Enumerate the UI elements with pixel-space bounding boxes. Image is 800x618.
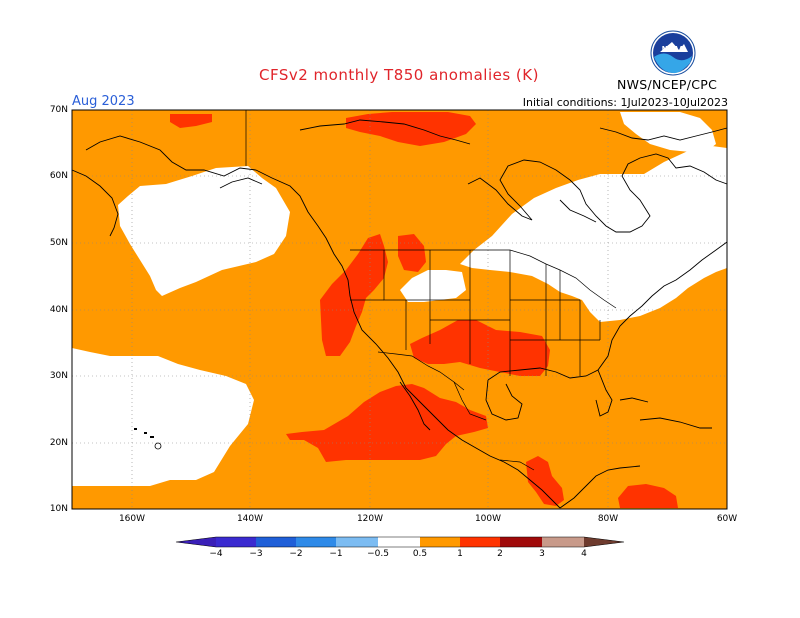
lat-label: 20N [49,438,68,448]
forecast-month: Aug 2023 [72,94,135,109]
lat-label: 50N [49,238,68,248]
map-title: CFSv2 monthly T850 anomalies (K) [259,66,539,84]
white-region-gulf-of-alaska [118,166,290,296]
lat-label: 10N [49,504,68,514]
svg-text:NOAA: NOAA [662,45,685,53]
lat-label: 40N [49,305,68,315]
red-region-rockies [398,234,426,272]
noaa-logo-icon: NOAA [650,30,696,76]
hawaii-islands [134,428,162,450]
colorbar-swatch-2-3 [500,537,542,547]
colorbar-swatch-m1-m05 [336,537,378,547]
colorbar-swatch-m3-m2 [256,537,296,547]
colorbar-swatch-3-4 [542,537,584,547]
colorbar-swatch-1-2 [460,537,500,547]
lon-label: 160W [118,514,146,524]
colorbar-label: 0.5 [412,549,428,559]
lon-label: 140W [236,514,264,524]
colorbar-label: −1 [329,549,343,559]
colorbar-label: −3 [249,549,263,559]
red-region-mexico-pacific [286,384,488,462]
lon-label: 120W [356,514,384,524]
colorbar-swatch-neutral [378,537,420,547]
lon-label: 80W [597,514,619,524]
white-region-northern-plains [400,270,466,302]
colorbar-swatch-m2-m1 [296,537,336,547]
grid-lines [72,110,727,509]
initial-conditions: Initial conditions: 1Jul2023-10Jul2023 [522,96,728,109]
colorbar-label: −0.5 [367,549,389,559]
lon-label: 60W [716,514,738,524]
white-region-arctic [620,112,716,152]
colorbar-label: −4 [209,549,223,559]
colorbar-swatch-m4-m3 [216,537,256,547]
red-region-northwest [320,234,388,356]
map-frame [71,109,728,510]
red-region-arctic [346,112,476,146]
political-borders [245,110,617,471]
red-region-bering [170,114,212,128]
white-region-hawaii [72,348,254,486]
colorbar-label: 4 [581,549,587,559]
colorbar-label: −2 [289,549,303,559]
red-region-south-america [618,484,678,508]
colorbar-swatch-lt-4 [176,537,216,547]
colorbar-label: 3 [539,549,545,559]
red-region-central-america [526,456,564,506]
agency-label: NWS/NCEP/CPC [617,77,718,92]
lat-label: 60N [49,171,68,181]
colorbar-swatch-gt-4 [584,537,624,547]
red-region-southern-plains [410,320,550,376]
coastlines [71,119,728,509]
lat-label: 70N [49,105,68,115]
lon-label: 100W [474,514,502,524]
lat-label: 30N [49,371,68,381]
colorbar-swatch-05-1 [420,537,460,547]
colorbar-label: 2 [497,549,503,559]
colorbar [175,536,625,548]
white-region-canada-east [460,146,727,322]
colorbar-label: 1 [457,549,463,559]
